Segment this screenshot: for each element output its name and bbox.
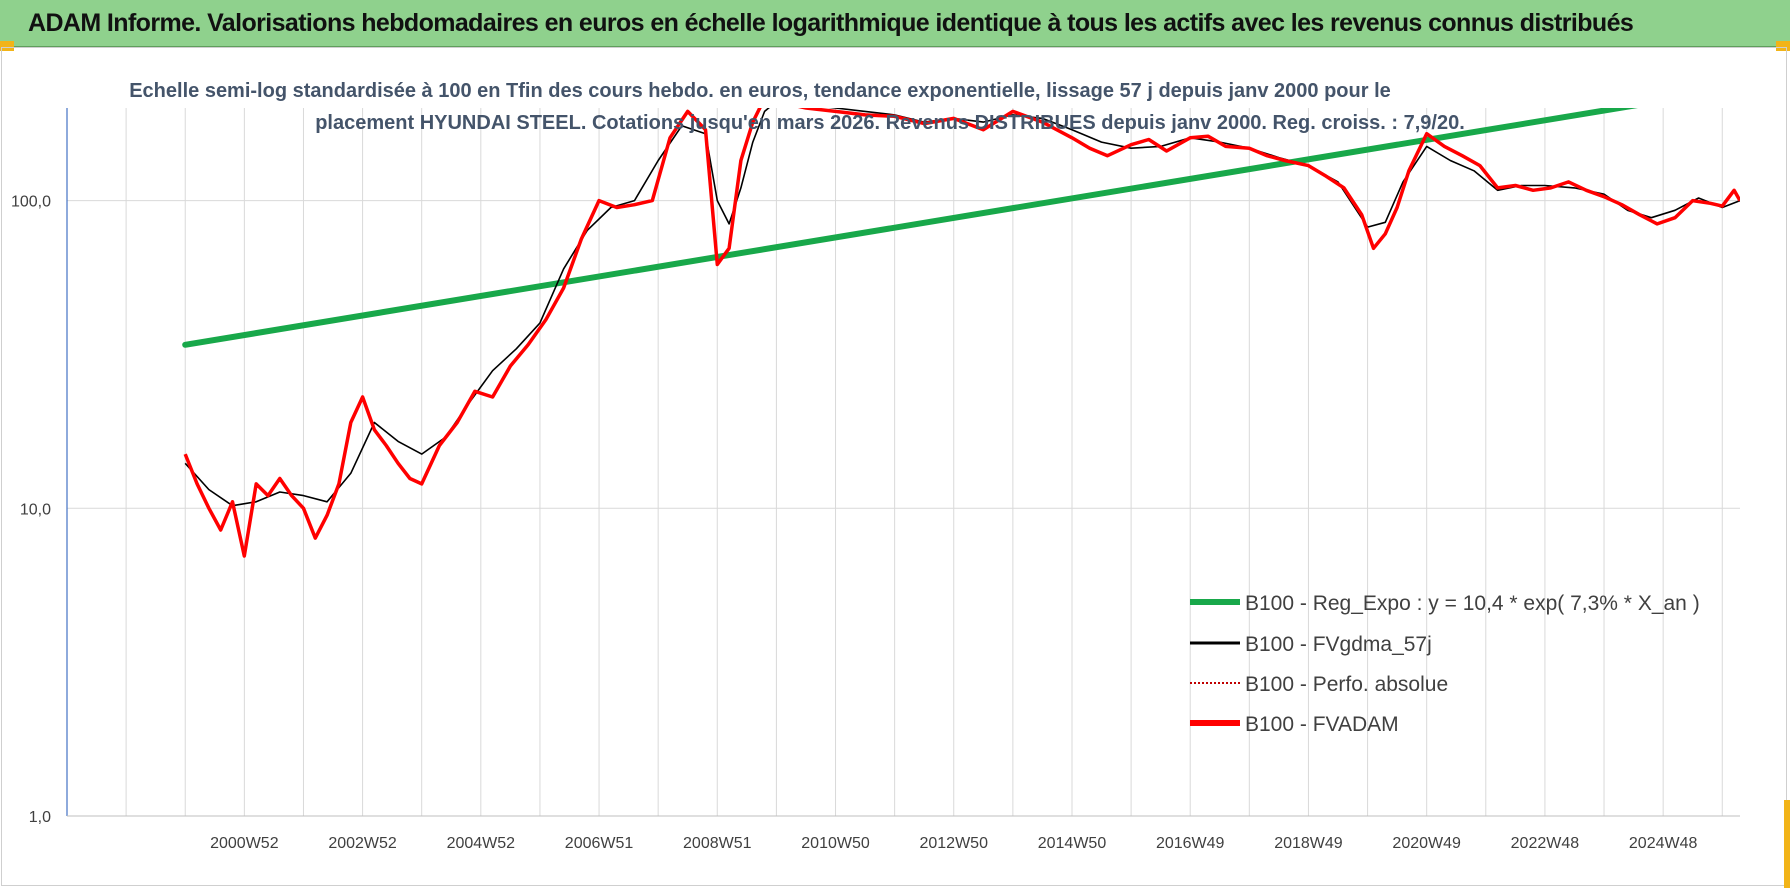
legend-label-adam: B100 - FVADAM (1245, 713, 1399, 736)
chart-subtitle-line-1: Echelle semi-log standardisée à 100 en T… (129, 80, 1391, 102)
legend-label-perf: B100 - Perfo. absolue (1245, 673, 1448, 696)
chart-title-layer: Echelle semi-log standardisée à 100 en T… (129, 80, 1465, 134)
x-tick-label-11: 2022W48 (1511, 835, 1580, 852)
x-tick-label-9: 2018W49 (1274, 835, 1343, 852)
y-tick-label-1: 10,0 (20, 501, 51, 518)
page-title: ADAM Informe. Valorisations hebdomadaire… (28, 9, 1634, 37)
legend-label-trend: B100 - Reg_Expo : y = 10,4 * exp( 7,3% *… (1245, 592, 1700, 615)
legend-label-smooth: B100 - FVgdma_57j (1245, 633, 1432, 656)
y-tick-label-0: 1,0 (29, 809, 51, 826)
chart-frame (1, 47, 1787, 886)
x-tick-label-6: 2012W50 (919, 835, 988, 852)
chart-subtitle-line-2: placement HYUNDAI STEEL. Cotations jusqu… (315, 112, 1465, 134)
series-line-fvadam (183, 108, 1740, 558)
x-tick-label-10: 2020W49 (1392, 835, 1461, 852)
x-tick-label-1: 2002W52 (328, 835, 397, 852)
corner-mark-bottom-right (1784, 800, 1790, 888)
corner-mark-right (1776, 41, 1790, 51)
x-tick-label-2: 2004W52 (447, 835, 516, 852)
corner-mark-left (0, 41, 14, 51)
legend: B100 - Reg_Expo : y = 10,4 * exp( 7,3% *… (1190, 592, 1700, 736)
x-tick-label-12: 2024W48 (1629, 835, 1698, 852)
grid-layer (67, 108, 1740, 817)
x-tick-label-3: 2006W51 (565, 835, 634, 852)
x-tick-label-0: 2000W52 (210, 835, 279, 852)
y-tick-label-2: 100,0 (11, 194, 51, 211)
title-banner: ADAM Informe. Valorisations hebdomadaire… (0, 0, 1790, 47)
trend-layer (182, 108, 1638, 348)
x-tick-label-8: 2016W49 (1156, 835, 1225, 852)
x-tick-label-4: 2008W51 (683, 835, 752, 852)
adam-layer (183, 108, 1740, 558)
x-tick-label-7: 2014W50 (1038, 835, 1107, 852)
x-tick-label-5: 2010W50 (801, 835, 870, 852)
series-line-trend (182, 108, 1638, 348)
axis-layer: 1,0 10,0 100,0 2000W52 2002W52 2004W52 2006W51… (11, 108, 1740, 852)
